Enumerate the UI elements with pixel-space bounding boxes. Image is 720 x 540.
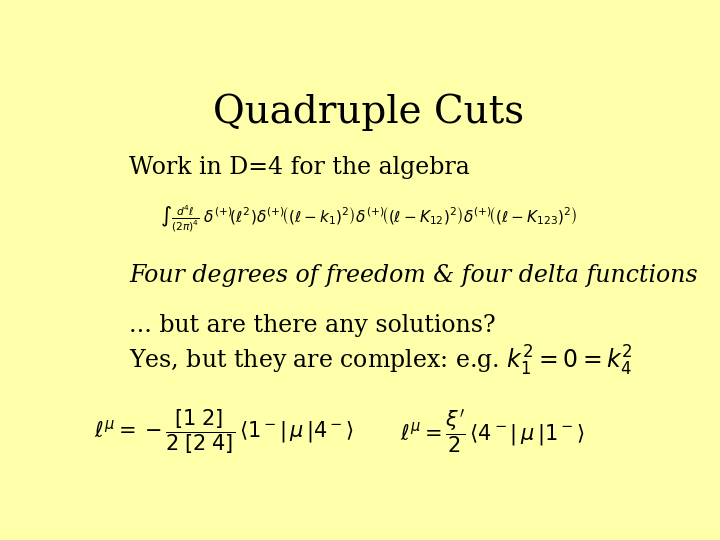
Text: $\ell^\mu = -\dfrac{[1\;2]}{2\;[2\;4]}\,\langle 1^-|\,\mu\,|4^-\rangle$: $\ell^\mu = -\dfrac{[1\;2]}{2\;[2\;4]}\,… (94, 408, 354, 456)
Text: Work in D=4 for the algebra: Work in D=4 for the algebra (129, 156, 470, 179)
Text: ... but are there any solutions?: ... but are there any solutions? (129, 314, 495, 338)
Text: Four degrees of freedom & four delta functions: Four degrees of freedom & four delta fun… (129, 265, 698, 287)
Text: $\ell^\mu = \dfrac{\xi^{\prime}}{2}\,\langle 4^-|\,\mu\,|1^-\rangle$: $\ell^\mu = \dfrac{\xi^{\prime}}{2}\,\la… (400, 408, 584, 456)
Text: $\int \frac{d^4\ell}{(2\pi)^4}\;\delta^{(+)}\!\left(\ell^2\right)\delta^{(+)}\!\: $\int \frac{d^4\ell}{(2\pi)^4}\;\delta^{… (161, 204, 577, 234)
Text: Quadruple Cuts: Quadruple Cuts (213, 94, 525, 131)
Text: Yes, but they are complex: e.g. $k_1^2 = 0 = k_4^2$: Yes, but they are complex: e.g. $k_1^2 =… (129, 343, 633, 377)
